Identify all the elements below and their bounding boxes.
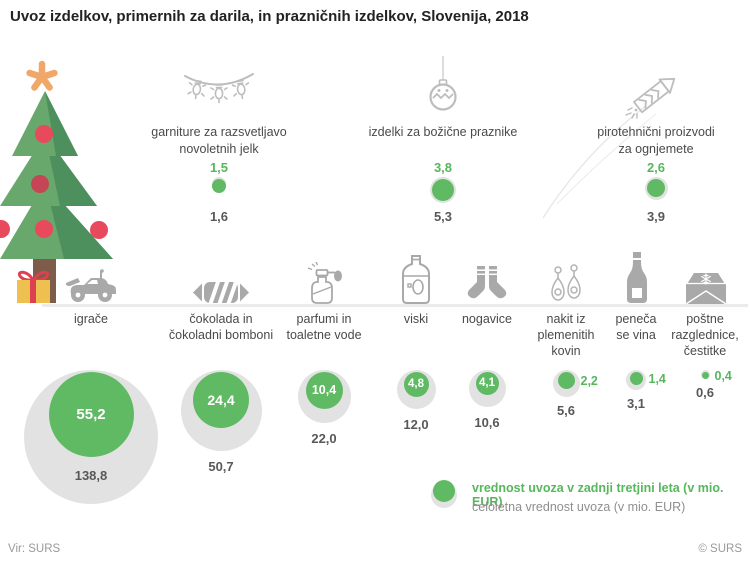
- recent-value-cokolada: 24,4: [207, 392, 235, 408]
- christmas-bauble-icon: [429, 56, 457, 111]
- recent-circle-nakit: [557, 372, 575, 389]
- recent-circle-igrace: [48, 372, 134, 457]
- total-value-peneca: 3,1: [626, 396, 646, 411]
- candy-icon: [193, 282, 249, 303]
- top-item-label: garniture za razsvetljavo novoletnih jel…: [151, 125, 287, 156]
- recent-circle-peneca: [629, 372, 643, 385]
- category-label-parfumi: parfumi in toaletne vode: [286, 312, 362, 342]
- christmas-lights-icon: [184, 73, 254, 104]
- legend-circle: [430, 480, 458, 508]
- top-item-fireworks: pirotehnični proizvodi za ognjemete 2,6 …: [561, 124, 750, 226]
- firework-rocket-icon: [625, 77, 676, 119]
- top-item-total-value: 1,6: [209, 209, 229, 224]
- recent-circle-postne: [701, 372, 709, 379]
- tree-ornaments: [0, 125, 108, 239]
- recent-value-peneca: 1,4: [648, 371, 666, 386]
- snowflake-icon: [701, 273, 711, 285]
- recent-circle-ornaments: [432, 179, 454, 201]
- trio-circles-ornaments: [348, 177, 538, 209]
- christmas-tree-illustration: [0, 60, 113, 303]
- recent-circle-nogavice: [475, 372, 499, 395]
- postcard-envelope-icon: [685, 273, 727, 304]
- top-item-label: izdelki za božične praznike: [368, 125, 518, 139]
- top-item-recent-value: 2,6: [646, 160, 666, 175]
- star-icon: [26, 60, 58, 91]
- total-value-viski: 12,0: [403, 417, 429, 432]
- recent-circle-lights: [212, 179, 226, 193]
- recent-circle-parfumi: [305, 372, 343, 409]
- top-item-recent-value: 3,8: [433, 160, 453, 175]
- earrings-icon: [551, 264, 581, 301]
- recent-circle-fireworks: [647, 179, 665, 197]
- gift-icon: [17, 270, 50, 303]
- trio-circles-fireworks: [561, 177, 750, 209]
- sparkling-wine-icon: [627, 252, 647, 303]
- recent-value-igrace: 55,2: [76, 406, 106, 423]
- top-item-ornaments: izdelki za božične praznike 3,8 5,3: [348, 124, 538, 226]
- top-item-total-value: 3,9: [646, 209, 666, 224]
- recent-value-viski: 4,8: [408, 378, 424, 390]
- tree-tiers: [0, 91, 113, 259]
- total-value-igrace: 138,8: [74, 468, 108, 483]
- spark-icon: [625, 107, 638, 119]
- recent-circle-viski: [403, 372, 429, 397]
- legend: [430, 478, 750, 523]
- top-item-label: pirotehnični proizvodi za ognjemete: [597, 125, 715, 156]
- category-label-cokolada: čokolada in čokoladni bomboni: [168, 312, 274, 342]
- toy-car-icon: [65, 269, 116, 302]
- total-value-nakit: 5,6: [556, 403, 576, 418]
- recent-value-nakit: 2,2: [580, 373, 598, 388]
- total-value-parfumi: 22,0: [311, 431, 337, 446]
- source-note: Vir: SURS: [8, 543, 61, 555]
- top-item-total-value: 5,3: [433, 209, 453, 224]
- category-label-peneca: peneča se vina: [615, 312, 657, 342]
- category-label-postne: poštne razglednice, čestitke: [671, 312, 739, 358]
- top-item-lights: garniture za razsvetljavo novoletnih jel…: [124, 124, 314, 226]
- recent-value-postne: 0,4: [714, 368, 732, 383]
- category-label-igrace: igrače: [73, 312, 109, 326]
- trio-circles-lights: [124, 177, 314, 209]
- recent-circle-cokolada: [193, 372, 249, 428]
- recent-value-parfumi: 10,4: [311, 383, 337, 397]
- total-value-nogavice: 10,6: [474, 415, 500, 430]
- perfume-icon: [307, 262, 342, 304]
- baseline-rule: [42, 304, 748, 307]
- legend-recent-circle: [433, 480, 455, 502]
- copyright-note: © SURS: [698, 543, 742, 555]
- recent-value-nogavice: 4,1: [479, 377, 495, 389]
- total-value-postne: 0,6: [695, 385, 715, 400]
- total-value-cokolada: 50,7: [208, 459, 234, 474]
- whiskey-bottle-icon: [402, 255, 430, 304]
- category-label-nogavice: nogavice: [461, 312, 513, 326]
- socks-icon: [467, 266, 507, 299]
- category-label-viski: viski: [403, 312, 429, 326]
- category-label-nakit: nakit iz plemenitih kovin: [537, 312, 595, 358]
- legend-label-total: celoletna vrednost uvoza (v mio. EUR): [472, 500, 686, 514]
- bubble-chart-area: 55,2 138,8 24,4 50,7 10,4 22,0 4,8 12,0 4,1 10,6 2…: [0, 368, 750, 520]
- page-title: Uvoz izdelkov, primernih za darila, in p…: [10, 8, 529, 25]
- legend-label-recent: vrednost uvoza v zadnji tretjini leta (v…: [472, 481, 724, 509]
- top-item-recent-value: 1,5: [209, 160, 229, 175]
